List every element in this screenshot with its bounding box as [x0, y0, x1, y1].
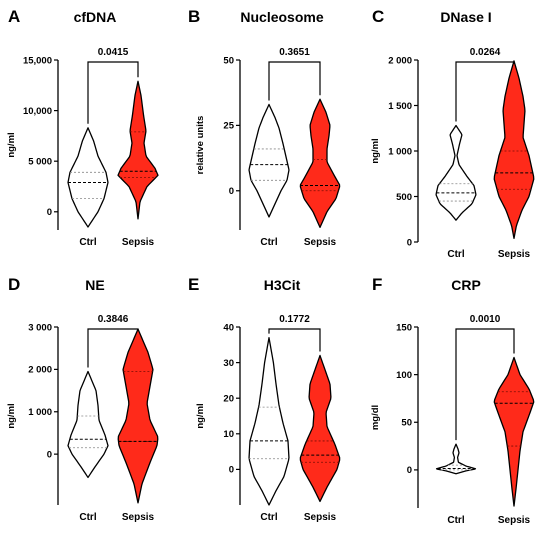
p-value-label: 0.3651 — [279, 47, 310, 58]
violin-sepsis — [493, 356, 535, 507]
y-tick-label: 20 — [223, 394, 234, 405]
panel-title: CRP — [451, 277, 481, 293]
panel-d: D NE 0 1 000 2 000 3 000 ng/ml Ctrl Sepsis 0.3846 — [6, 275, 159, 523]
p-value-label: 0.3846 — [98, 314, 129, 325]
y-tick-label: 0 — [229, 186, 234, 197]
panel-title: H3Cit — [264, 277, 301, 293]
y-axis-label: relative units — [195, 116, 206, 175]
violin-sepsis — [117, 80, 159, 220]
violin-sepsis — [299, 354, 341, 503]
y-tick-label: 2 000 — [388, 55, 412, 66]
violin-sepsis — [117, 328, 159, 504]
significance-bracket — [455, 328, 515, 441]
y-tick-label: 0 — [47, 449, 52, 460]
y-tick-label: 15,000 — [23, 55, 52, 66]
p-value-label: 0.0264 — [470, 47, 501, 58]
panel-c: C DNase I 0 500 1 000 1 500 2 000 ng/ml Ctrl Seps… — [370, 7, 535, 260]
y-tick-label: 5 000 — [28, 156, 52, 167]
violin-ctrl — [248, 103, 290, 218]
panel-letter: D — [8, 275, 20, 294]
category-label: Ctrl — [260, 237, 277, 248]
y-axis-label: ng/ml — [6, 403, 17, 428]
panel-letter: E — [188, 275, 199, 294]
panel-title: DNase I — [440, 9, 491, 25]
violin-ctrl — [67, 127, 109, 228]
violin-ctrl — [67, 370, 109, 479]
violin-ctrl — [435, 124, 477, 221]
y-axis-label: mg/dl — [370, 405, 381, 430]
violin-ctrl — [248, 337, 290, 506]
panel-title: NE — [85, 277, 104, 293]
y-tick-label: 1 500 — [388, 101, 412, 112]
y-tick-label: 40 — [223, 322, 234, 333]
y-axis-label: ng/ml — [195, 403, 206, 428]
y-tick-label: 2 000 — [28, 365, 52, 376]
panel-title: cfDNA — [74, 9, 117, 25]
panel-letter: B — [188, 7, 200, 26]
y-tick-label: 0 — [47, 207, 52, 218]
y-tick-label: 10,000 — [23, 106, 52, 117]
panel-f: F CRP 0 50 100 150 mg/dl Ctrl Sepsis 0.0010 — [370, 275, 535, 526]
category-label: Ctrl — [447, 515, 464, 526]
significance-bracket — [455, 61, 515, 122]
category-label: Sepsis — [122, 512, 155, 523]
p-value-label: 0.0010 — [470, 314, 501, 325]
panel-b: B Nucleosome 0 25 50 relative units Ctrl Sepsis… — [188, 7, 341, 248]
panel-letter: A — [8, 7, 20, 26]
y-tick-label: 3 000 — [28, 322, 52, 333]
category-label: Sepsis — [498, 249, 531, 260]
p-value-label: 0.1772 — [279, 314, 310, 325]
y-tick-label: 0 — [407, 465, 412, 476]
y-tick-label: 50 — [223, 55, 234, 66]
p-value-label: 0.0415 — [98, 47, 129, 58]
violin-sepsis — [299, 98, 341, 229]
panel-title: Nucleosome — [240, 9, 323, 25]
y-axis-label: ng/ml — [370, 138, 381, 163]
y-tick-label: 500 — [396, 192, 412, 203]
category-label: Ctrl — [447, 249, 464, 260]
significance-bracket — [87, 328, 139, 368]
category-label: Ctrl — [260, 512, 277, 523]
y-tick-label: 25 — [223, 121, 234, 132]
y-tick-label: 0 — [407, 237, 412, 248]
category-label: Ctrl — [79, 237, 96, 248]
category-label: Sepsis — [122, 237, 155, 248]
violin-sepsis — [493, 60, 535, 240]
y-tick-label: 150 — [396, 322, 412, 333]
category-label: Sepsis — [498, 515, 531, 526]
category-label: Ctrl — [79, 512, 96, 523]
y-tick-label: 0 — [229, 465, 234, 476]
category-label: Sepsis — [304, 237, 337, 248]
panel-letter: F — [372, 275, 382, 294]
y-tick-label: 30 — [223, 358, 234, 369]
significance-bracket — [268, 328, 321, 352]
panel-letter: C — [372, 7, 384, 26]
y-tick-label: 10 — [223, 429, 234, 440]
category-label: Sepsis — [304, 512, 337, 523]
violin-ctrl — [435, 443, 477, 475]
significance-bracket — [268, 61, 321, 101]
panel-e: E H3Cit 0 10 20 30 40 ng/ml Ctrl Sepsis 0.1772 — [188, 275, 341, 523]
significance-bracket — [87, 61, 139, 124]
y-axis-label: ng/ml — [6, 132, 17, 157]
y-tick-label: 1 000 — [28, 407, 52, 418]
y-tick-label: 100 — [396, 370, 412, 381]
y-tick-label: 50 — [401, 418, 412, 429]
y-tick-label: 1 000 — [388, 146, 412, 157]
